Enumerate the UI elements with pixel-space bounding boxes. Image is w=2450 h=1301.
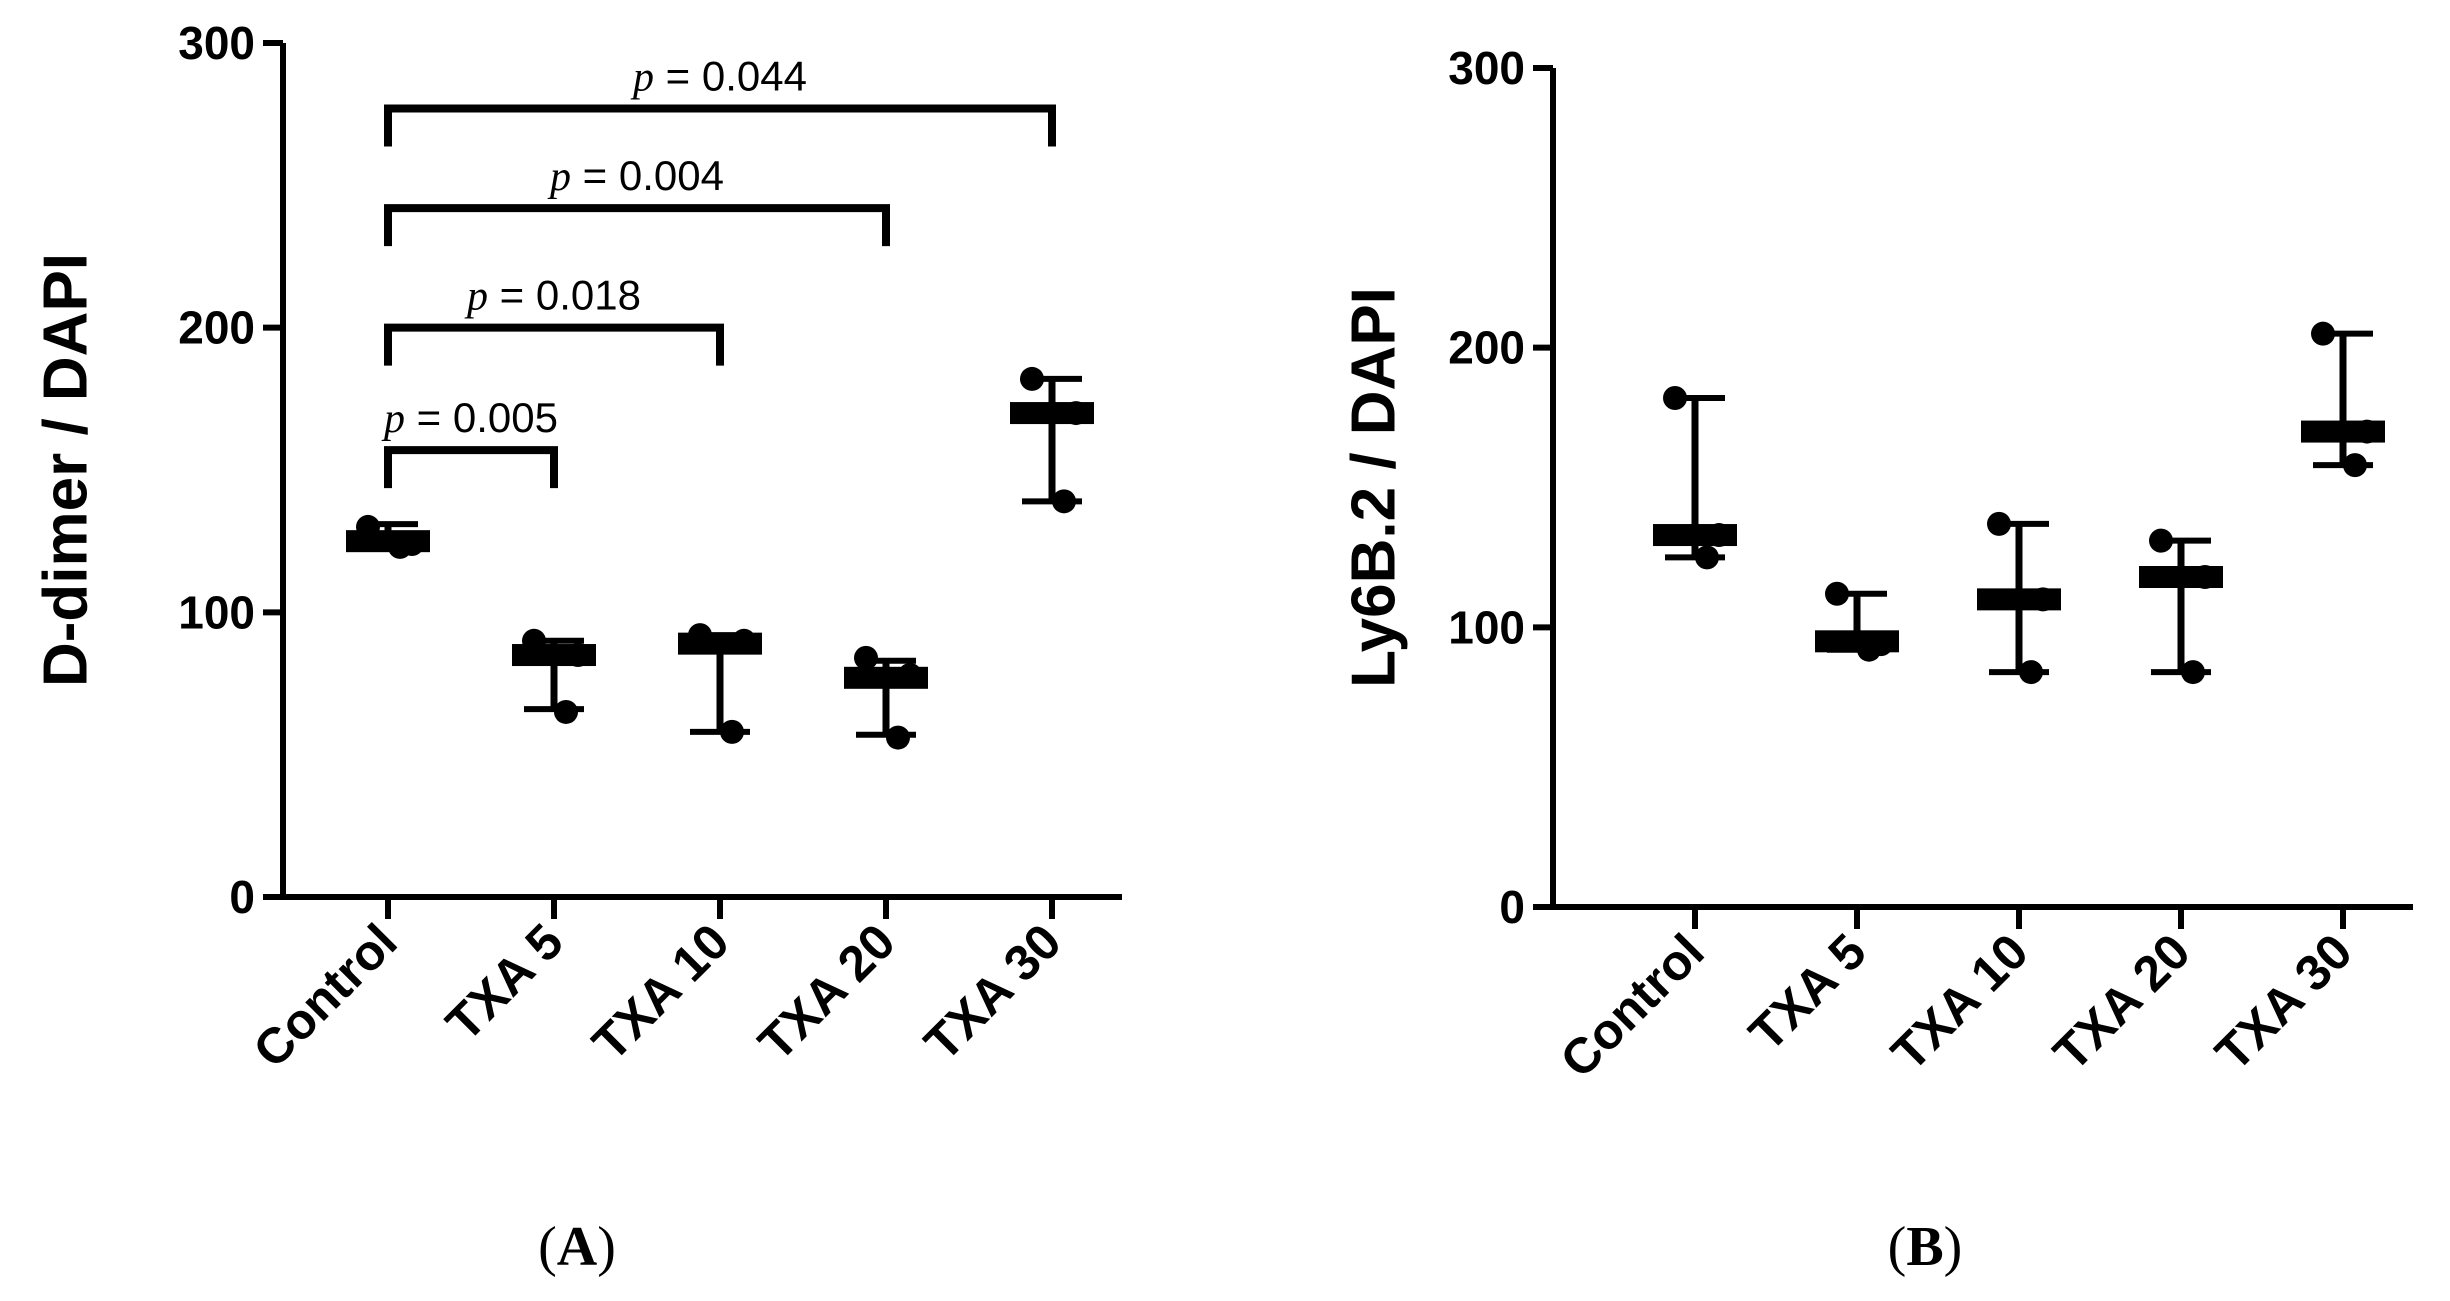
p-value-label: p = 0.005 — [381, 394, 558, 442]
p-value: = 0.044 — [654, 52, 807, 99]
x-tick-label: TXA 10 — [582, 913, 740, 1071]
data-point — [898, 662, 922, 687]
data-group — [844, 645, 928, 750]
x-tick-label: Control — [243, 913, 408, 1078]
y-tick-label: 0 — [229, 871, 255, 923]
x-tick-label: TXA 5 — [1738, 923, 1876, 1061]
data-point — [886, 725, 910, 750]
significance-bracket — [384, 104, 1056, 147]
data-point — [1707, 523, 1731, 548]
data-point — [1052, 489, 1076, 514]
data-group — [1010, 366, 1094, 514]
panel-label-close: ) — [1944, 1216, 1963, 1278]
panel-label-open: ( — [1888, 1216, 1907, 1278]
data-group — [512, 628, 596, 724]
x-tick-label: TXA 20 — [748, 913, 906, 1071]
data-point — [1663, 386, 1687, 411]
p-symbol: p — [630, 54, 654, 100]
data-point — [1825, 581, 1849, 606]
data-point — [2031, 587, 2055, 612]
x-tick-label: TXA 5 — [435, 913, 573, 1051]
p-symbol: p — [464, 274, 488, 320]
p-value-label: p = 0.018 — [464, 272, 641, 320]
panel-label-open: ( — [538, 1216, 557, 1278]
data-point — [2181, 660, 2205, 685]
x-tick-label: TXA 10 — [1881, 923, 2039, 1081]
data-point — [1020, 366, 1044, 391]
data-point — [388, 534, 412, 559]
x-tick-label: TXA 20 — [2043, 923, 2201, 1081]
panel-label: (A) — [538, 1216, 616, 1278]
data-point — [2149, 528, 2173, 553]
data-point — [688, 623, 712, 648]
significance-bracket — [384, 204, 890, 247]
panel-label-letter: A — [557, 1216, 598, 1278]
data-point — [2019, 660, 2043, 685]
x-tick-label: TXA 30 — [2205, 923, 2363, 1081]
y-tick-label: 100 — [1448, 601, 1525, 653]
data-point — [732, 628, 756, 653]
panel-b-chart: 0 100 200 300 Ly6B.2 / DAPI Control TXA 5 TXA 1… — [1339, 42, 2413, 1278]
p-value: = 0.004 — [571, 152, 724, 199]
y-axis-title: Ly6B.2 / DAPI — [1339, 287, 1408, 688]
y-axis-title: D-dimer / DAPI — [31, 253, 100, 687]
data-point — [1987, 511, 2011, 536]
data-group — [1653, 386, 1737, 570]
data-point — [720, 719, 744, 744]
y-tick-label: 200 — [1448, 322, 1525, 374]
data-point — [2193, 564, 2217, 589]
p-value-label: p = 0.004 — [547, 152, 724, 200]
panel-label-close: ) — [597, 1216, 616, 1278]
significance-bracket — [384, 446, 558, 489]
data-point — [522, 628, 546, 653]
data-group — [346, 514, 430, 559]
p-symbol: p — [547, 154, 571, 200]
significance-bracket — [384, 323, 724, 366]
y-tick-label: 100 — [178, 586, 255, 638]
y-tick-label: 300 — [178, 17, 255, 69]
p-value: = 0.018 — [488, 272, 641, 319]
data-point — [566, 643, 590, 668]
x-tick-label: TXA 30 — [914, 913, 1072, 1071]
y-tick-label: 0 — [1499, 881, 1525, 933]
data-point — [2355, 419, 2379, 444]
p-symbol: p — [381, 396, 405, 442]
p-value: = 0.005 — [405, 394, 558, 441]
x-tick-label: Control — [1550, 923, 1715, 1088]
data-point — [854, 645, 878, 670]
data-group — [1815, 581, 1899, 662]
data-point — [554, 699, 578, 724]
panel-label-letter: B — [1906, 1216, 1943, 1278]
data-point — [1064, 401, 1088, 426]
data-point — [2311, 321, 2335, 346]
data-point — [1857, 637, 1881, 662]
data-point — [2343, 453, 2367, 478]
data-group — [2301, 321, 2385, 478]
y-tick-label: 300 — [1448, 42, 1525, 94]
p-value-label: p = 0.044 — [630, 52, 807, 100]
y-tick-label: 200 — [178, 302, 255, 354]
data-point — [356, 514, 380, 539]
data-group — [1977, 511, 2061, 685]
data-group — [2139, 528, 2223, 685]
panel-label: (B) — [1888, 1216, 1963, 1278]
data-group — [678, 623, 762, 744]
data-point — [1695, 545, 1719, 570]
